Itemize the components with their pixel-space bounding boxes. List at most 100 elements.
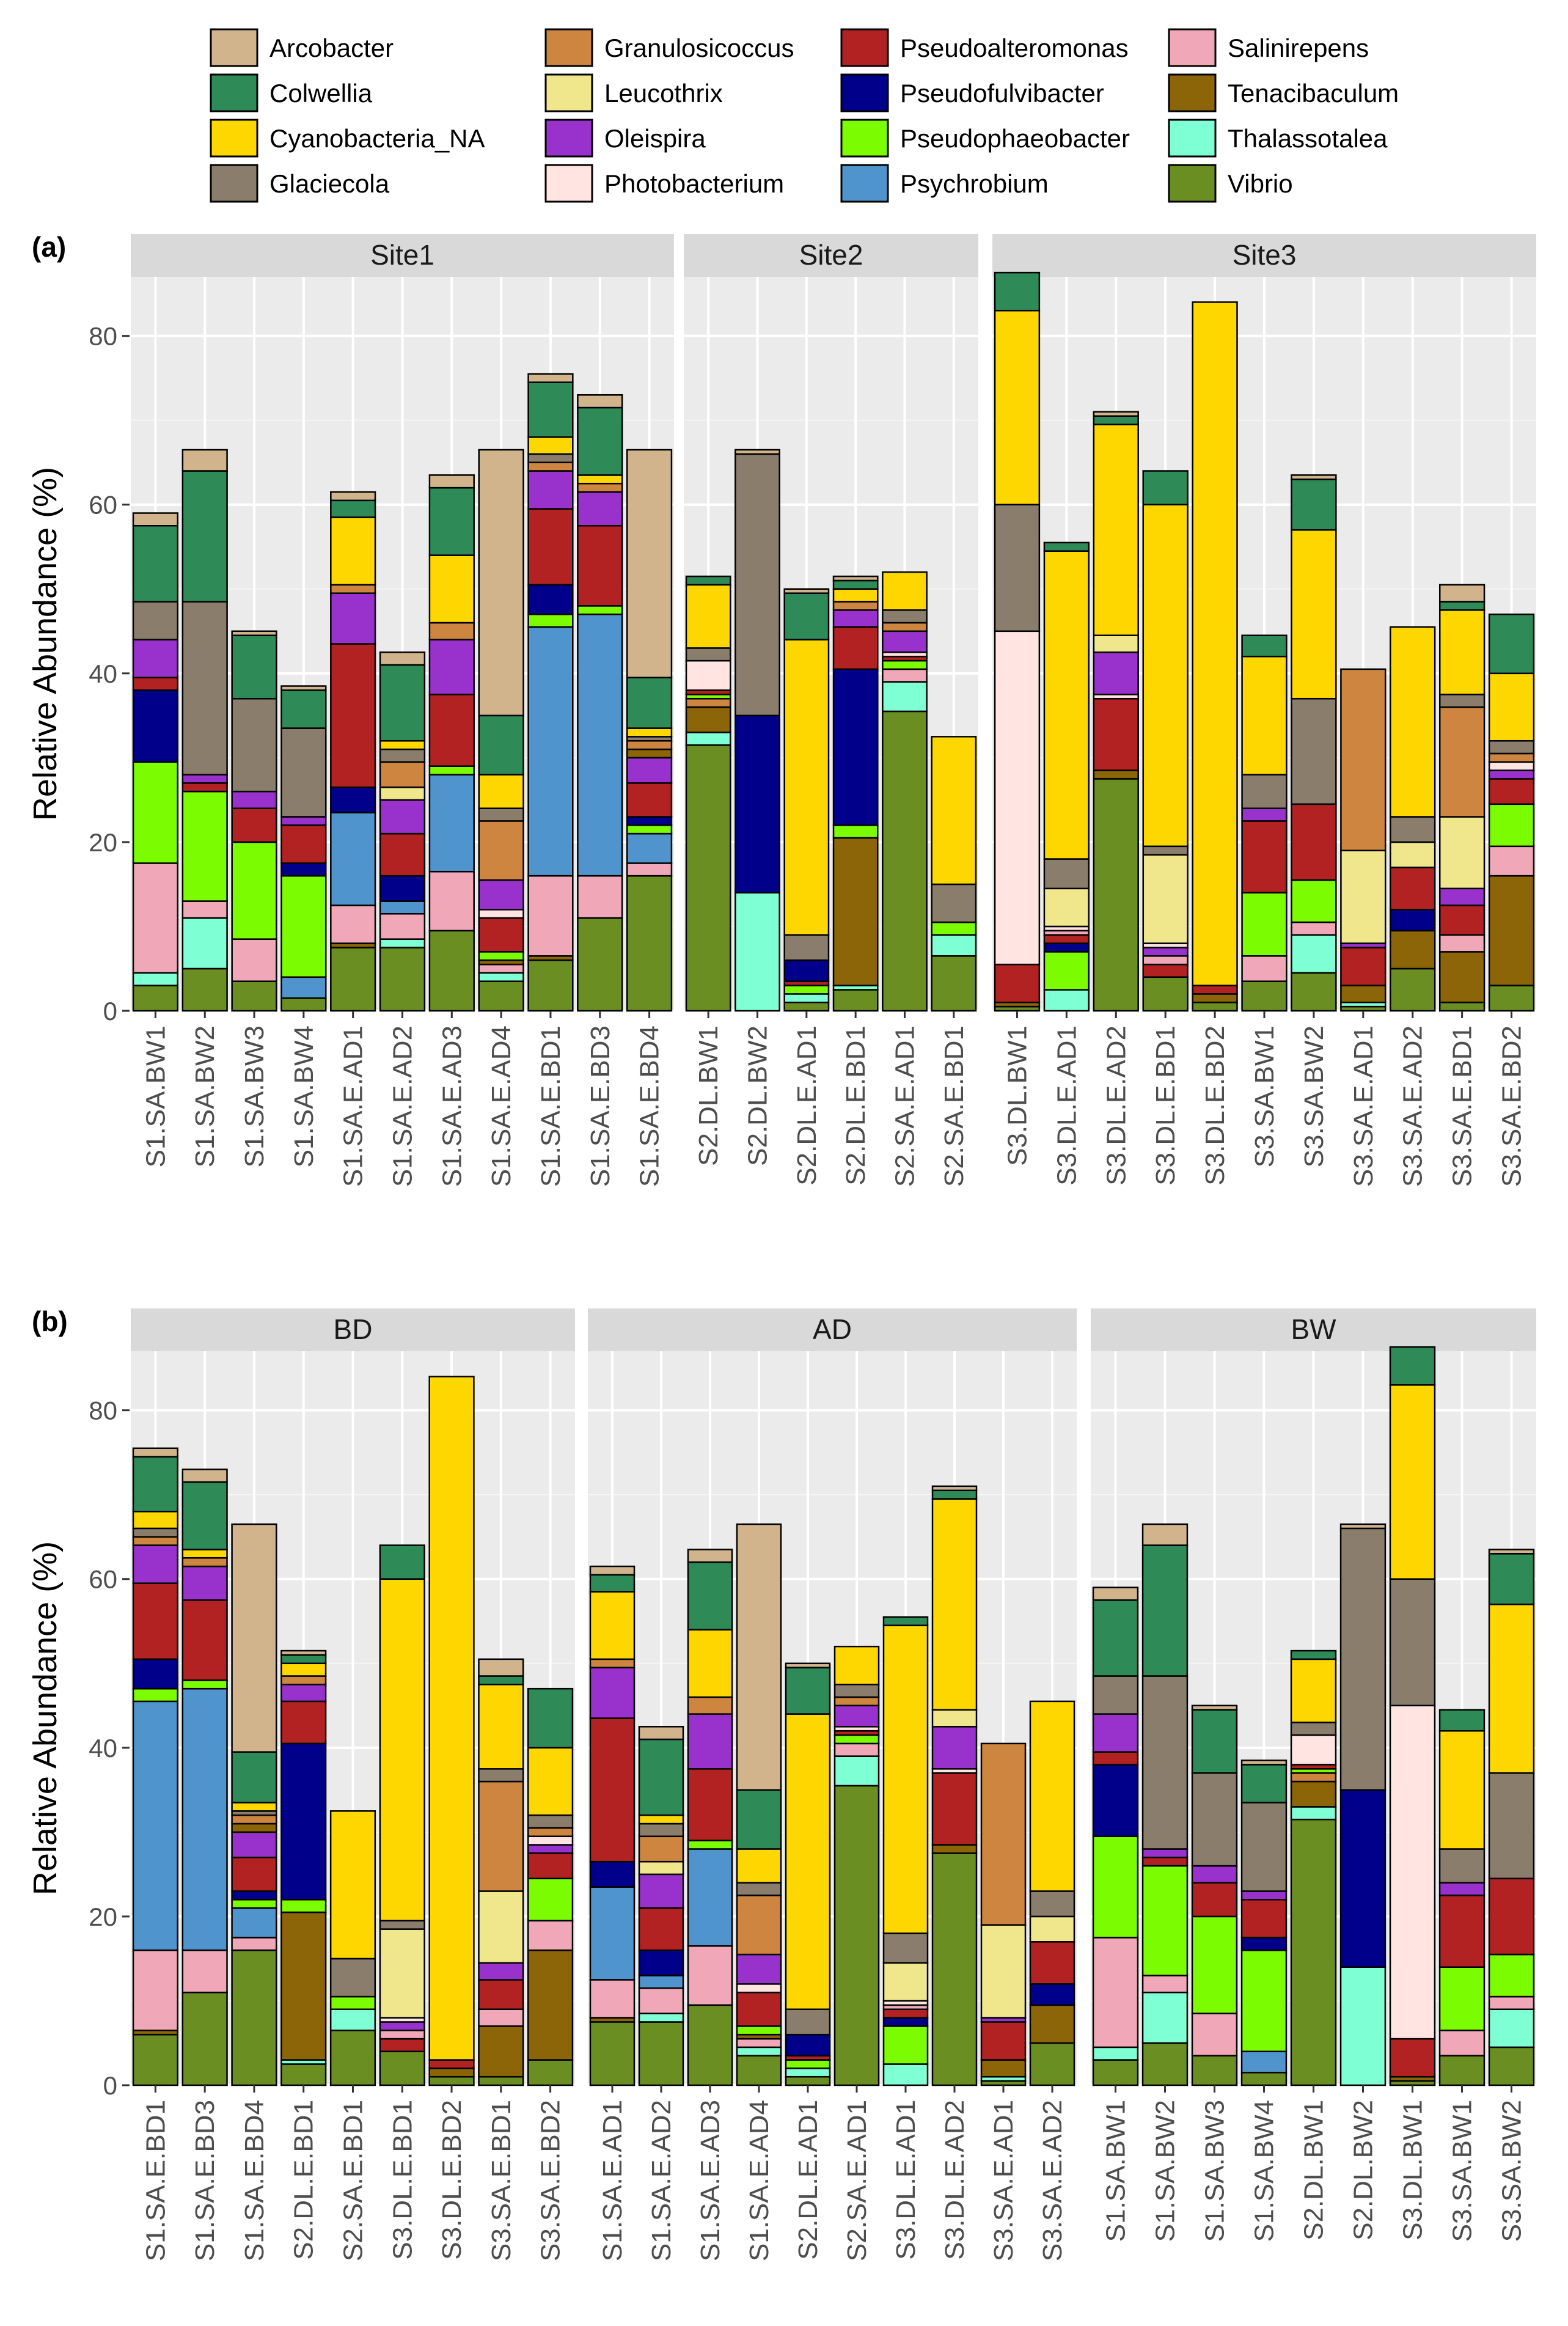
bar-segment-vibrio	[330, 947, 376, 1012]
bar-segment-pseudoalteromonas	[882, 2008, 929, 2019]
legend: Arcobacter Colwellia Cyanobacteria_NA Glaci…	[210, 28, 1399, 203]
bar-segment-leucothrix	[1142, 854, 1189, 944]
bar-segment-pseudophaeobacter	[783, 985, 830, 995]
bar-segment-glaciecola	[1290, 1722, 1337, 1736]
y-tick-label: 20	[89, 828, 117, 857]
legend-label: Oleispira	[604, 124, 706, 153]
bar-segment-arcobacter	[379, 651, 426, 666]
bar-segment-cyanobacteria-na	[785, 1713, 831, 2011]
bar-segment-pseudophaeobacter	[687, 1840, 733, 1850]
bar-segment-arcobacter	[589, 1565, 636, 1576]
x-tick-label: S3.DL.E.AD1	[891, 2100, 921, 2260]
bar-segment-oleispira	[132, 639, 179, 678]
bar-segment-tenacibaculum	[832, 837, 879, 986]
bar-segment-tenacibaculum	[1438, 951, 1486, 1003]
bar-segment-vibrio	[833, 1785, 880, 2086]
legend-swatch	[1168, 119, 1217, 158]
bar-segment-pseudoalteromonas	[687, 1768, 733, 1841]
bar-segment-glaciecola	[1291, 697, 1337, 805]
bar-segment-granulosicoccus	[478, 820, 524, 881]
bar-segment-vibrio	[931, 1852, 978, 2086]
bar-segment-vibrio	[379, 947, 426, 1012]
bar-segment-arcobacter	[832, 575, 879, 582]
bar-segment-granulosicoccus	[832, 601, 879, 611]
bar-segment-pseudofulvibacter	[280, 1742, 327, 1901]
bar-segment-pseudoalteromonas	[736, 1991, 782, 2027]
bar-segment-salinirepens	[132, 862, 179, 974]
bar-segment-glaciecola	[882, 609, 928, 624]
bar-segment-colwellia	[687, 1561, 733, 1631]
x-tick-label: S2.DL.E.AD1	[793, 2100, 823, 2260]
bar-segment-pseudofulvibacter	[280, 862, 327, 877]
bar-segment-pseudophaeobacter	[527, 613, 574, 628]
bar-segment-tenacibaculum	[1290, 1780, 1337, 1808]
x-tick-label: S2.DL.BW2	[743, 1025, 773, 1166]
bar-segment-salinirepens	[833, 1742, 880, 1757]
bar-segment-tenacibaculum	[428, 2067, 475, 2078]
legend-swatch	[840, 119, 889, 158]
bar-segment-granulosicoccus	[577, 482, 623, 493]
bar-segment-colwellia	[785, 1667, 831, 1715]
bar-segment-tenacibaculum	[1093, 769, 1139, 780]
bar-segment-colwellia	[1291, 479, 1337, 531]
bar-segment-vibrio	[1141, 2042, 1189, 2086]
bar-segment-pseudophaeobacter	[833, 1734, 880, 1745]
bar-segment-pseudoalteromonas	[181, 782, 228, 793]
bar-segment-vibrio	[1241, 980, 1288, 1012]
bar-segment-cyanobacteria-na	[181, 1549, 228, 1559]
bar-segment-leucothrix	[379, 786, 426, 801]
bar-segment-thalassotalea	[783, 993, 830, 1003]
bar-segment-cyanobacteria-na	[379, 1578, 425, 1922]
y-tick-label: 60	[89, 1565, 117, 1594]
bar-segment-tenacibaculum	[685, 706, 731, 733]
x-tick-label: S2.DL.BW2	[1349, 2100, 1379, 2240]
x-tick-label: S2.SA.E.BD1	[939, 1025, 969, 1187]
bar-segment-arcobacter	[1438, 584, 1486, 603]
x-tick-label: S1.SA.BW2	[190, 1025, 220, 1167]
legend-label: Salinirepens	[1228, 34, 1369, 62]
bar-segment-granulosicoccus	[181, 1557, 228, 1568]
bar-segment-cyanobacteria-na	[832, 588, 879, 603]
bar-segment-oleispira	[1092, 1713, 1139, 1753]
bar-segment-salinirepens	[882, 668, 928, 683]
panel-label: (a)	[32, 231, 66, 263]
bar-segment-cyanobacteria-na	[527, 436, 574, 455]
bar-segment-cyanobacteria-na	[1241, 655, 1288, 776]
bar-segment-cyanobacteria-na	[783, 639, 830, 936]
bar-segment-pseudophaeobacter	[882, 2025, 929, 2065]
bar-segment-granulosicoccus	[527, 461, 574, 472]
bar-segment-salinirepens	[638, 1987, 684, 2014]
bar-segment-thalassotalea	[1043, 989, 1090, 1012]
bar-segment-vibrio	[931, 955, 977, 1012]
bar-segment-cyanobacteria-na	[231, 1802, 277, 1812]
bar-segment-salinirepens	[1488, 845, 1535, 877]
bar-segment-pseudofulvibacter	[1339, 1789, 1387, 1968]
bar-segment-pseudoalteromonas	[330, 643, 376, 788]
bar-segment-thalassotalea	[833, 1755, 880, 1787]
bar-segment-pseudophaeobacter	[785, 2059, 831, 2069]
bar-segment-colwellia	[882, 1616, 929, 1626]
legend-label: Leucothrix	[604, 79, 723, 108]
bar-segment-leucothrix	[1438, 816, 1486, 890]
bar-segment-colwellia	[1141, 1544, 1189, 1677]
y-tick-label: 60	[89, 491, 117, 519]
bar-segment-cyanobacteria-na	[994, 309, 1041, 505]
bar-segment-salinirepens	[527, 1920, 574, 1951]
x-tick-label: S1.SA.BW3	[1200, 2100, 1230, 2242]
bar-segment-arcobacter	[1092, 1587, 1139, 1601]
bar-segment-pseudofulvibacter	[882, 2017, 929, 2027]
bar-segment-vibrio	[1438, 1001, 1486, 1012]
bar-segment-pseudofulvibacter	[527, 584, 574, 615]
bar-segment-oleispira	[1438, 1882, 1486, 1896]
legend-swatch	[544, 73, 593, 112]
bar-segment-thalassotalea	[1488, 2008, 1535, 2049]
bar-segment-vibrio	[280, 2063, 327, 2086]
bar-segment-vibrio	[577, 917, 623, 1012]
bar-segment-pseudophaeobacter	[736, 2025, 782, 2036]
panel-a-chart: (a) Relative Abundance (%) 0 20 40 60 80 Site1 S…	[27, 231, 1536, 1187]
bar-segment-pseudoalteromonas	[478, 1979, 524, 2011]
bar-segment-oleispira	[132, 1544, 178, 1584]
bar-segment-vibrio	[1390, 967, 1436, 1012]
bar-segment-cyanobacteria-na	[428, 554, 475, 624]
bar-segment-colwellia	[181, 1481, 228, 1550]
